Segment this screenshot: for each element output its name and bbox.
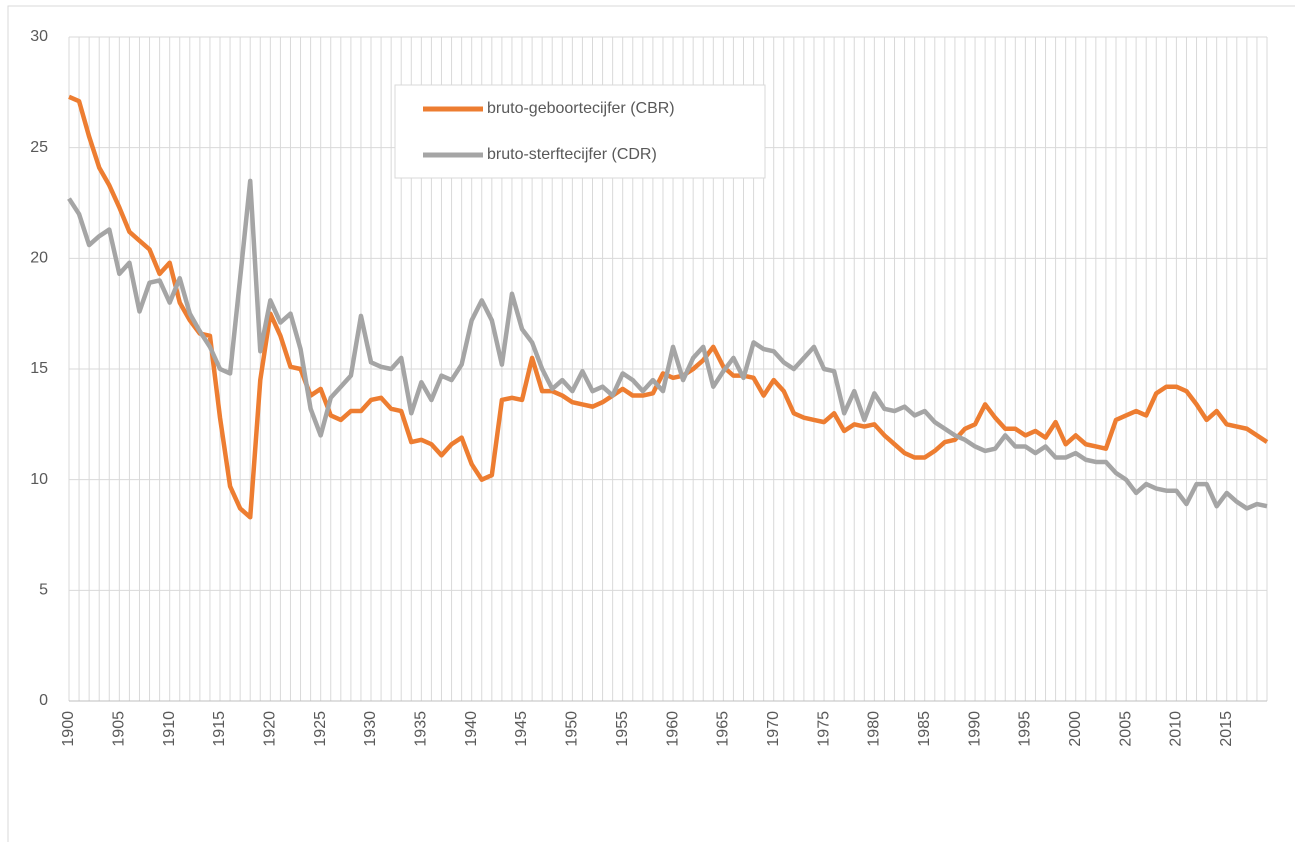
x-tick-label: 2015 (1218, 711, 1235, 747)
y-tick-label: 20 (30, 250, 48, 267)
legend: bruto-geboortecijfer (CBR) bruto-sterftec… (394, 84, 766, 179)
x-tick-label: 1975 (815, 711, 832, 747)
x-tick-label: 1915 (211, 711, 228, 747)
x-tick-label: 1940 (463, 711, 480, 747)
series-line (67, 178, 1268, 511)
y-tick-label: 15 (30, 360, 48, 377)
x-tick-label: 1950 (564, 711, 581, 747)
x-tick-label: 1960 (664, 711, 681, 747)
x-tick-label: 1980 (866, 711, 883, 747)
lines (67, 94, 1269, 520)
x-tick-label: 1985 (916, 711, 933, 747)
labels: 0 5 10 15 20 25 30 1900 1905 1910 1915 1920 1925 1930… (30, 28, 1235, 746)
x-tick-label: 1955 (614, 711, 631, 747)
legend-label: bruto-sterftecijfer (CDR) (487, 146, 657, 163)
y-tick-label: 30 (30, 28, 48, 45)
x-tick-label: 1900 (60, 711, 77, 747)
x-tick-label: 1920 (262, 711, 279, 747)
x-tick-label: 1930 (362, 711, 379, 747)
x-tick-label: 1945 (513, 711, 530, 747)
x-tick-label: 2005 (1117, 711, 1134, 747)
legend-label: bruto-geboortecijfer (CBR) (487, 100, 675, 117)
x-tick-label: 2000 (1067, 711, 1084, 747)
y-tick-label: 25 (30, 139, 48, 156)
x-tick-label: 2010 (1168, 711, 1185, 747)
x-tick-label: 1905 (111, 711, 128, 747)
x-tick-label: 1965 (715, 711, 732, 747)
x-tick-label: 1970 (765, 711, 782, 747)
x-tick-label: 1910 (161, 711, 178, 747)
x-tick-label: 1925 (312, 711, 329, 747)
y-tick-label: 0 (39, 692, 48, 709)
legend-box (394, 84, 766, 179)
x-tick-label: 1990 (966, 711, 983, 747)
x-tick-label: 1995 (1017, 711, 1034, 747)
y-tick-label: 10 (30, 471, 48, 488)
y-tick-label: 5 (39, 582, 48, 599)
x-tick-label: 1935 (413, 711, 430, 747)
